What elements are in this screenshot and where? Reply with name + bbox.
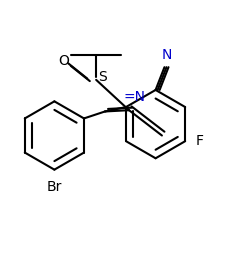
Text: F: F <box>195 134 203 148</box>
Text: =N: =N <box>123 90 145 104</box>
Text: Br: Br <box>47 180 62 194</box>
Text: O: O <box>58 54 68 68</box>
Text: N: N <box>161 48 172 62</box>
Text: S: S <box>98 70 106 84</box>
